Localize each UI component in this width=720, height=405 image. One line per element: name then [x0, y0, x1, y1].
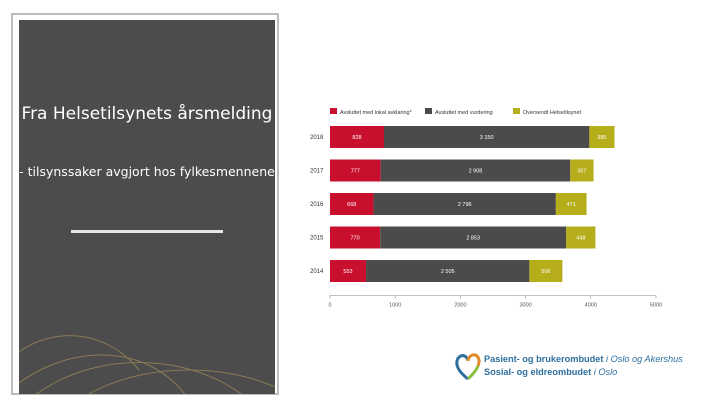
data-label: 2 505: [441, 269, 455, 275]
bar-segment: [555, 193, 587, 215]
bar-segment: [330, 260, 367, 282]
data-label: 553: [343, 269, 352, 275]
x-tick-label: 2000: [454, 303, 466, 309]
stacked-bar-chart: Avsluttet med lokal avklaring* Avsluttet …: [310, 108, 662, 309]
bar-segment: [330, 159, 381, 182]
logo-line-1-light: i Oslo og Akershus: [606, 354, 683, 364]
bar-segment: [373, 193, 556, 215]
x-tick-label: 3000: [519, 303, 531, 309]
data-label: 2 908: [469, 169, 483, 175]
data-label: 448: [576, 236, 585, 242]
data-label: 357: [577, 169, 586, 175]
slide-subtitle: - tilsynssaker avgjort hos fylkesmennene: [19, 164, 275, 179]
logo-line-1-bold: Pasient- og brukerombudet: [484, 354, 604, 364]
bar-segment: [330, 226, 381, 249]
data-label: 777: [351, 169, 360, 175]
bar-segment: [570, 159, 594, 182]
title-divider: [71, 230, 223, 233]
bar-segment: [383, 126, 590, 148]
logo-line-2: Sosial- og eldreombudet i Oslo: [484, 367, 617, 377]
category-label: 2015: [310, 236, 324, 242]
bar-segment: [529, 260, 563, 282]
data-label: 828: [352, 135, 361, 141]
legend-swatch: [513, 108, 520, 114]
legend-swatch: [425, 108, 432, 114]
data-label: 668: [347, 202, 356, 208]
x-tick-label: 0: [328, 303, 331, 309]
title-panel: Fra Helsetilsynets årsmelding - tilsynss…: [19, 20, 275, 394]
slide-title: Fra Helsetilsynets årsmelding: [21, 104, 273, 124]
legend-swatch: [330, 108, 337, 114]
data-label: 506: [541, 269, 550, 275]
x-tick-label: 4000: [585, 303, 597, 309]
logo-line-2-bold: Sosial- og eldreombudet: [484, 367, 592, 377]
x-tick-label: 5000: [650, 303, 662, 309]
ombud-logo: Pasient- og brukerombudet i Oslo og Aker…: [455, 352, 695, 382]
legend-label: Oversendt Helsetilsynet: [523, 110, 582, 116]
category-label: 2018: [310, 135, 324, 141]
heart-logo-icon: [455, 353, 481, 381]
x-tick-label: 1000: [389, 303, 401, 309]
data-label: 471: [567, 202, 576, 208]
legend-label: Avsluttet med lokal avklaring*: [340, 110, 413, 116]
bar-segment: [366, 260, 530, 282]
legend-label: Avsluttet med vurdering: [435, 110, 493, 116]
bar-segment: [589, 126, 615, 148]
category-label: 2016: [310, 202, 324, 208]
logo-line-1: Pasient- og brukerombudet i Oslo og Aker…: [484, 354, 683, 364]
data-label: 385: [597, 135, 606, 141]
category-label: 2017: [310, 169, 324, 175]
data-label: 2 853: [466, 236, 480, 242]
data-label: 3 150: [480, 135, 494, 141]
bar-segment: [566, 226, 596, 249]
logo-line-2-light: i Oslo: [593, 367, 618, 377]
bar-segment: [330, 193, 374, 215]
bar-segment: [380, 159, 571, 182]
data-label: 2 796: [458, 202, 472, 208]
category-label: 2014: [310, 269, 324, 275]
decorative-arcs: [19, 335, 275, 394]
bar-segment: [380, 226, 567, 249]
bar-segment: [330, 126, 384, 148]
data-label: 770: [351, 236, 360, 242]
